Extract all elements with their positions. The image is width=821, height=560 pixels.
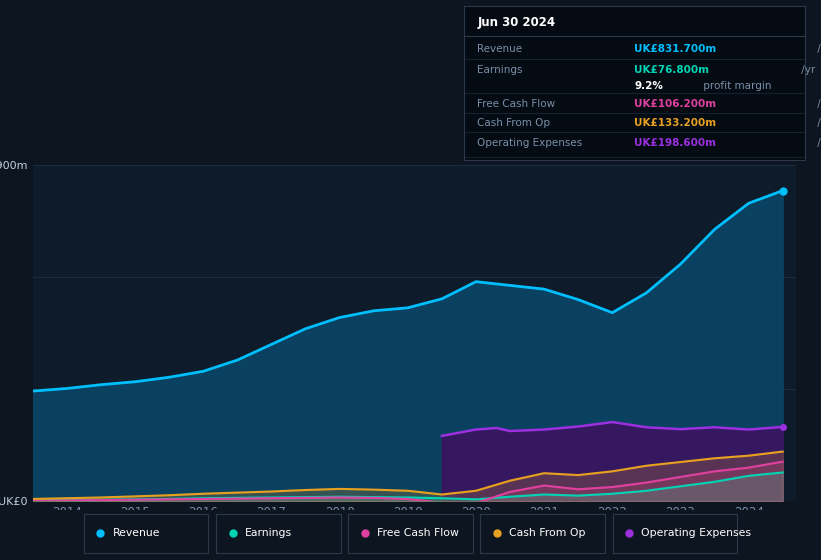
Text: Cash From Op: Cash From Op xyxy=(509,529,585,538)
Text: /yr: /yr xyxy=(814,118,821,128)
Text: UK£76.800m: UK£76.800m xyxy=(635,64,709,74)
Text: Earnings: Earnings xyxy=(245,529,291,538)
Text: /yr: /yr xyxy=(814,99,821,109)
Text: Revenue: Revenue xyxy=(112,529,160,538)
Text: Operating Expenses: Operating Expenses xyxy=(641,529,751,538)
Bar xyxy=(480,514,605,553)
Text: UK£133.200m: UK£133.200m xyxy=(635,118,717,128)
Text: 9.2%: 9.2% xyxy=(635,81,663,91)
Text: /yr: /yr xyxy=(814,138,821,148)
Text: Revenue: Revenue xyxy=(478,44,523,54)
Text: Cash From Op: Cash From Op xyxy=(478,118,551,128)
Text: UK£198.600m: UK£198.600m xyxy=(635,138,716,148)
Text: Jun 30 2024: Jun 30 2024 xyxy=(478,16,556,29)
Bar xyxy=(348,514,473,553)
Text: Earnings: Earnings xyxy=(478,64,523,74)
Text: UK£106.200m: UK£106.200m xyxy=(635,99,717,109)
Text: UK£831.700m: UK£831.700m xyxy=(635,44,717,54)
Bar xyxy=(612,514,737,553)
Text: profit margin: profit margin xyxy=(699,81,771,91)
Text: Operating Expenses: Operating Expenses xyxy=(478,138,583,148)
Bar xyxy=(216,514,341,553)
Text: /yr: /yr xyxy=(814,44,821,54)
Bar xyxy=(84,514,209,553)
Text: Free Cash Flow: Free Cash Flow xyxy=(478,99,556,109)
Text: /yr: /yr xyxy=(798,64,815,74)
Text: Free Cash Flow: Free Cash Flow xyxy=(377,529,459,538)
